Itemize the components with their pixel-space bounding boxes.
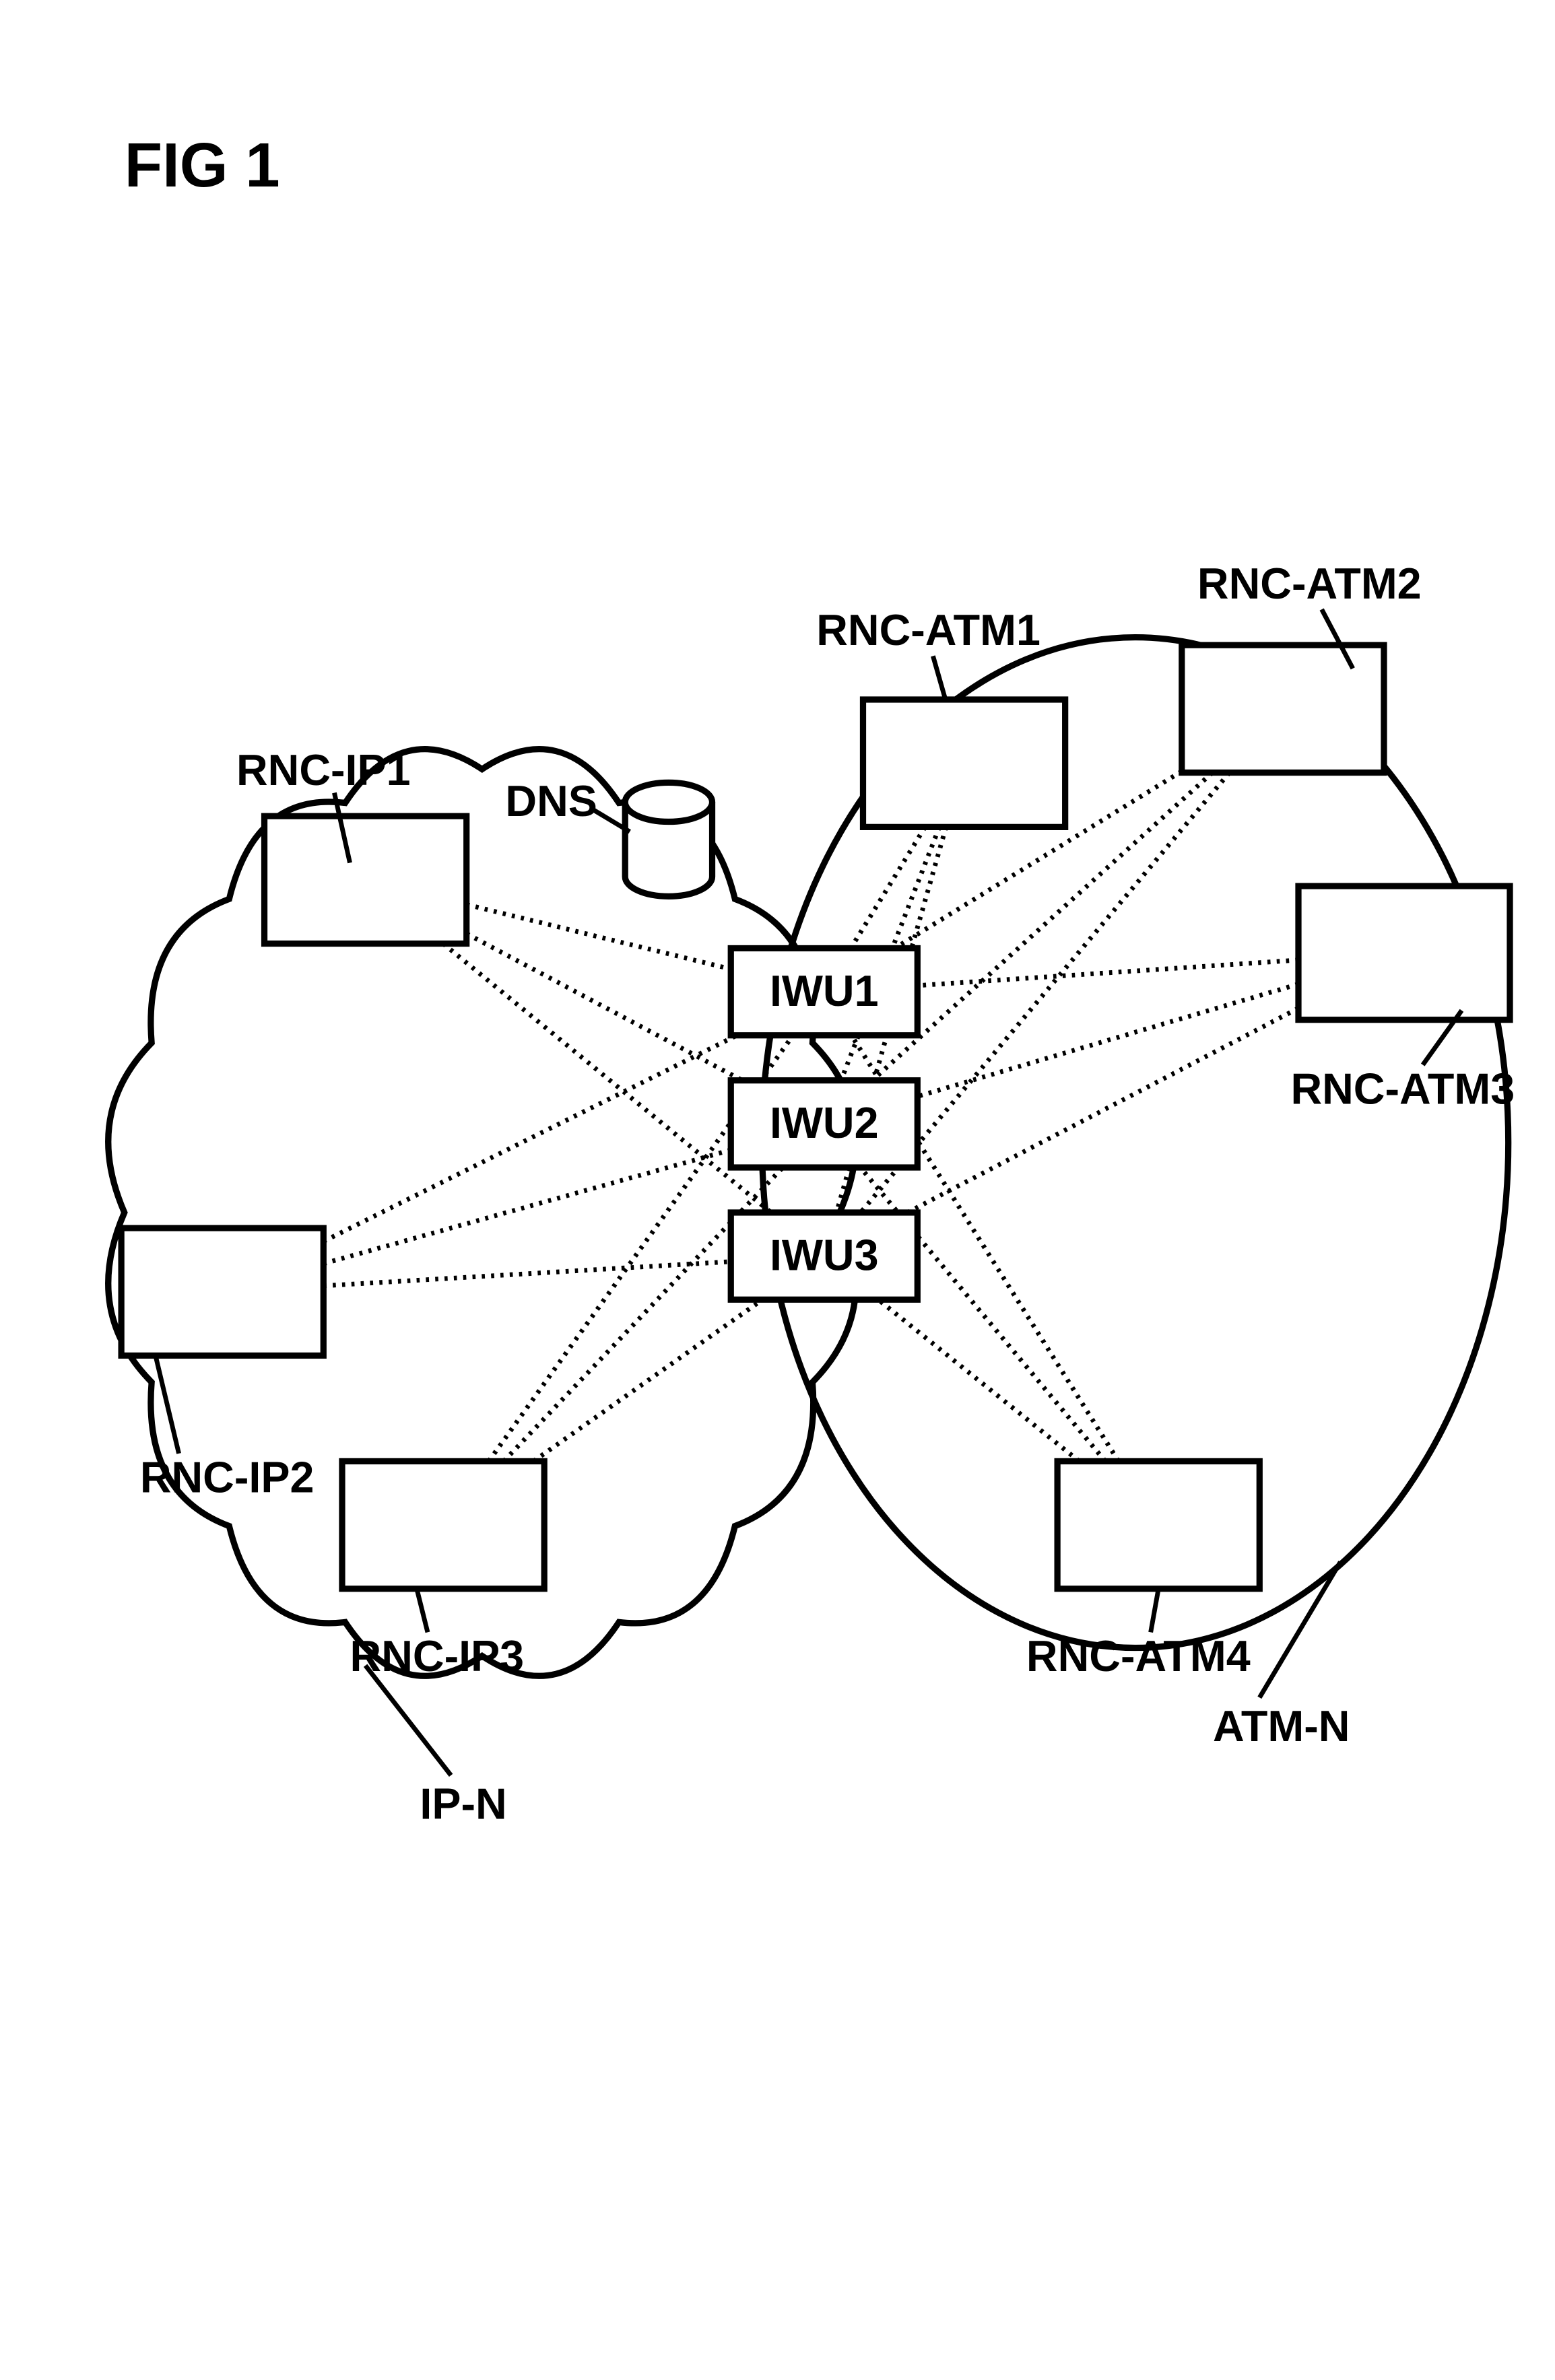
rnc-atm-leader [933, 656, 945, 700]
rnc-ip-node [265, 816, 467, 943]
connection [323, 1262, 731, 1286]
rnc-atm-node [863, 700, 1065, 827]
rnc-atm-node [1057, 1461, 1259, 1588]
connection [533, 1299, 762, 1461]
dns-label: DNS [505, 776, 597, 825]
network-diagram: FIG 1 DNS RNC-IP1 RNC-IP2 RNC-IP3 RNC-ATM1 RNC… [0, 0, 1555, 2380]
connection [917, 960, 1298, 986]
iwu-label: IWU3 [770, 1230, 879, 1279]
dns-cylinder-top [625, 782, 712, 821]
iwu-label: IWU1 [770, 966, 879, 1015]
rnc-atm-label: RNC-ATM2 [1197, 559, 1422, 608]
rnc-atm-node [1298, 886, 1510, 1020]
rnc-ip-leader [417, 1589, 428, 1633]
rnc-ip-label: RNC-IP1 [236, 745, 411, 794]
connection [878, 1299, 1079, 1461]
ip-network-label: IP-N [420, 1779, 506, 1828]
iwu-label: IWU2 [770, 1098, 879, 1147]
rnc-ip-label: RNC-IP2 [140, 1453, 315, 1502]
rnc-ip-leader [156, 1355, 179, 1453]
rnc-ip-node [121, 1228, 323, 1355]
rnc-ip-label: RNC-IP3 [350, 1631, 525, 1680]
rnc-atm-leader [1151, 1589, 1159, 1633]
rnc-atm-label: RNC-ATM1 [816, 605, 1040, 654]
connection [907, 1008, 1298, 1213]
connection [467, 904, 731, 969]
connection [443, 944, 771, 1213]
atm-network-label: ATM-N [1213, 1701, 1350, 1750]
rnc-atm-node [1182, 645, 1384, 772]
rnc-atm-label: RNC-ATM3 [1290, 1064, 1515, 1113]
connection [323, 1150, 731, 1264]
ip-network-leader [366, 1666, 451, 1775]
rnc-atm-label: RNC-ATM4 [1026, 1631, 1251, 1680]
rnc-ip-node [342, 1461, 544, 1588]
connection [323, 1035, 737, 1242]
connection [467, 934, 743, 1081]
atm-network-leader [1259, 1562, 1340, 1697]
figure-label: FIG 1 [125, 130, 280, 200]
